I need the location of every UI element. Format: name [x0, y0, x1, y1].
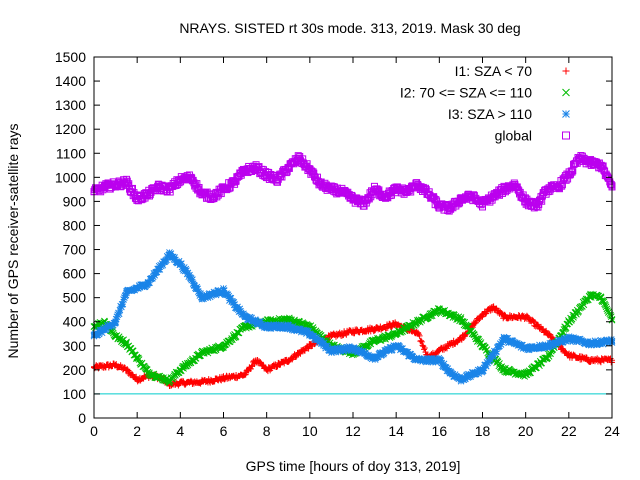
y-tick-label: 200 — [63, 362, 87, 378]
series-1-sample — [133, 373, 140, 380]
series-1-sample — [301, 347, 308, 354]
y-tick-label: 100 — [63, 386, 87, 402]
y-tick-label: 1100 — [56, 145, 86, 161]
x-tick-label: 2 — [133, 423, 141, 439]
y-tick-label: 1300 — [55, 97, 86, 113]
series-1-sample — [242, 371, 249, 378]
series-layer — [90, 152, 616, 390]
y-axis-label: Number of GPS receiver-satellite rays — [5, 124, 21, 359]
legend: I1: SZA < 70 I2: 70 <= SZA <= 110 I3: SZA … — [400, 63, 570, 144]
x-tick-label: 0 — [90, 423, 98, 439]
series-1-sample — [471, 320, 478, 327]
plot-frame — [93, 56, 613, 419]
legend-marker — [562, 110, 570, 118]
series-1-sample — [175, 382, 182, 389]
series-1-sample — [370, 328, 377, 335]
chart-title: NRAYS. SISTED rt 30s mode. 313, 2019. Ma… — [179, 20, 520, 36]
y-tick-label: 1500 — [55, 49, 86, 65]
series-2 — [90, 290, 616, 387]
series-1-sample — [421, 346, 428, 353]
y-tick-label: 600 — [63, 266, 87, 282]
legend-label: I1: SZA < 70 — [455, 63, 533, 79]
series-1-sample — [293, 354, 300, 361]
series-1-sample — [281, 360, 288, 367]
y-tick-label: 800 — [63, 217, 87, 233]
y-tick-label: 700 — [63, 242, 87, 258]
legend-marker — [562, 88, 570, 97]
series-1-sample — [418, 338, 425, 345]
y-tick-label: 0 — [78, 410, 86, 426]
series-1-sample — [416, 332, 423, 339]
series-1-sample — [129, 371, 136, 378]
y-tick-label: 1200 — [55, 121, 86, 137]
x-tick-label: 24 — [604, 423, 620, 439]
y-tick-label: 1400 — [55, 73, 86, 89]
series-1-sample — [256, 359, 263, 366]
series-4 — [90, 152, 616, 215]
series-1-sample — [476, 316, 483, 323]
y-tick-label: 500 — [63, 290, 87, 306]
series-1-sample — [276, 362, 283, 369]
x-tick-label: 14 — [388, 423, 404, 439]
series-1-sample — [124, 366, 131, 373]
x-tick-label: 12 — [345, 423, 361, 439]
x-tick-label: 6 — [220, 423, 228, 439]
y-tick-label: 1000 — [55, 169, 86, 185]
series-1-sample — [134, 378, 141, 385]
series-1-sample — [247, 365, 254, 372]
series-1-sample — [218, 377, 225, 384]
legend-marker — [562, 67, 570, 75]
x-tick-label: 8 — [263, 423, 271, 439]
series-1-sample — [415, 329, 422, 336]
legend-label: global — [495, 128, 532, 144]
x-tick-label: 4 — [176, 423, 184, 439]
x-tick-label: 10 — [302, 423, 318, 439]
series-1-sample — [443, 345, 450, 352]
legend-label: I2: 70 <= SZA <= 110 — [400, 85, 532, 101]
x-tick-label: 16 — [432, 423, 448, 439]
x-tick-label: 22 — [561, 423, 577, 439]
x-tick-label: 20 — [518, 423, 534, 439]
y-tick-label: 300 — [63, 338, 87, 354]
series-1-sample — [421, 344, 428, 351]
x-tick-label: 18 — [475, 423, 491, 439]
series-1-sample — [304, 344, 311, 351]
legend-marker — [562, 131, 570, 140]
series-1-sample — [113, 360, 120, 367]
series-1-sample — [418, 337, 425, 344]
plot-area: 0 2 4 6 8 10 12 14 16 18 20 22 240100200300400500600… — [55, 49, 620, 439]
y-tick-label: 900 — [63, 193, 87, 209]
legend-label: I3: SZA > 110 — [448, 106, 532, 122]
y-tick-label: 400 — [63, 314, 87, 330]
x-axis-label: GPS time [hours of doy 313, 2019] — [246, 458, 461, 474]
